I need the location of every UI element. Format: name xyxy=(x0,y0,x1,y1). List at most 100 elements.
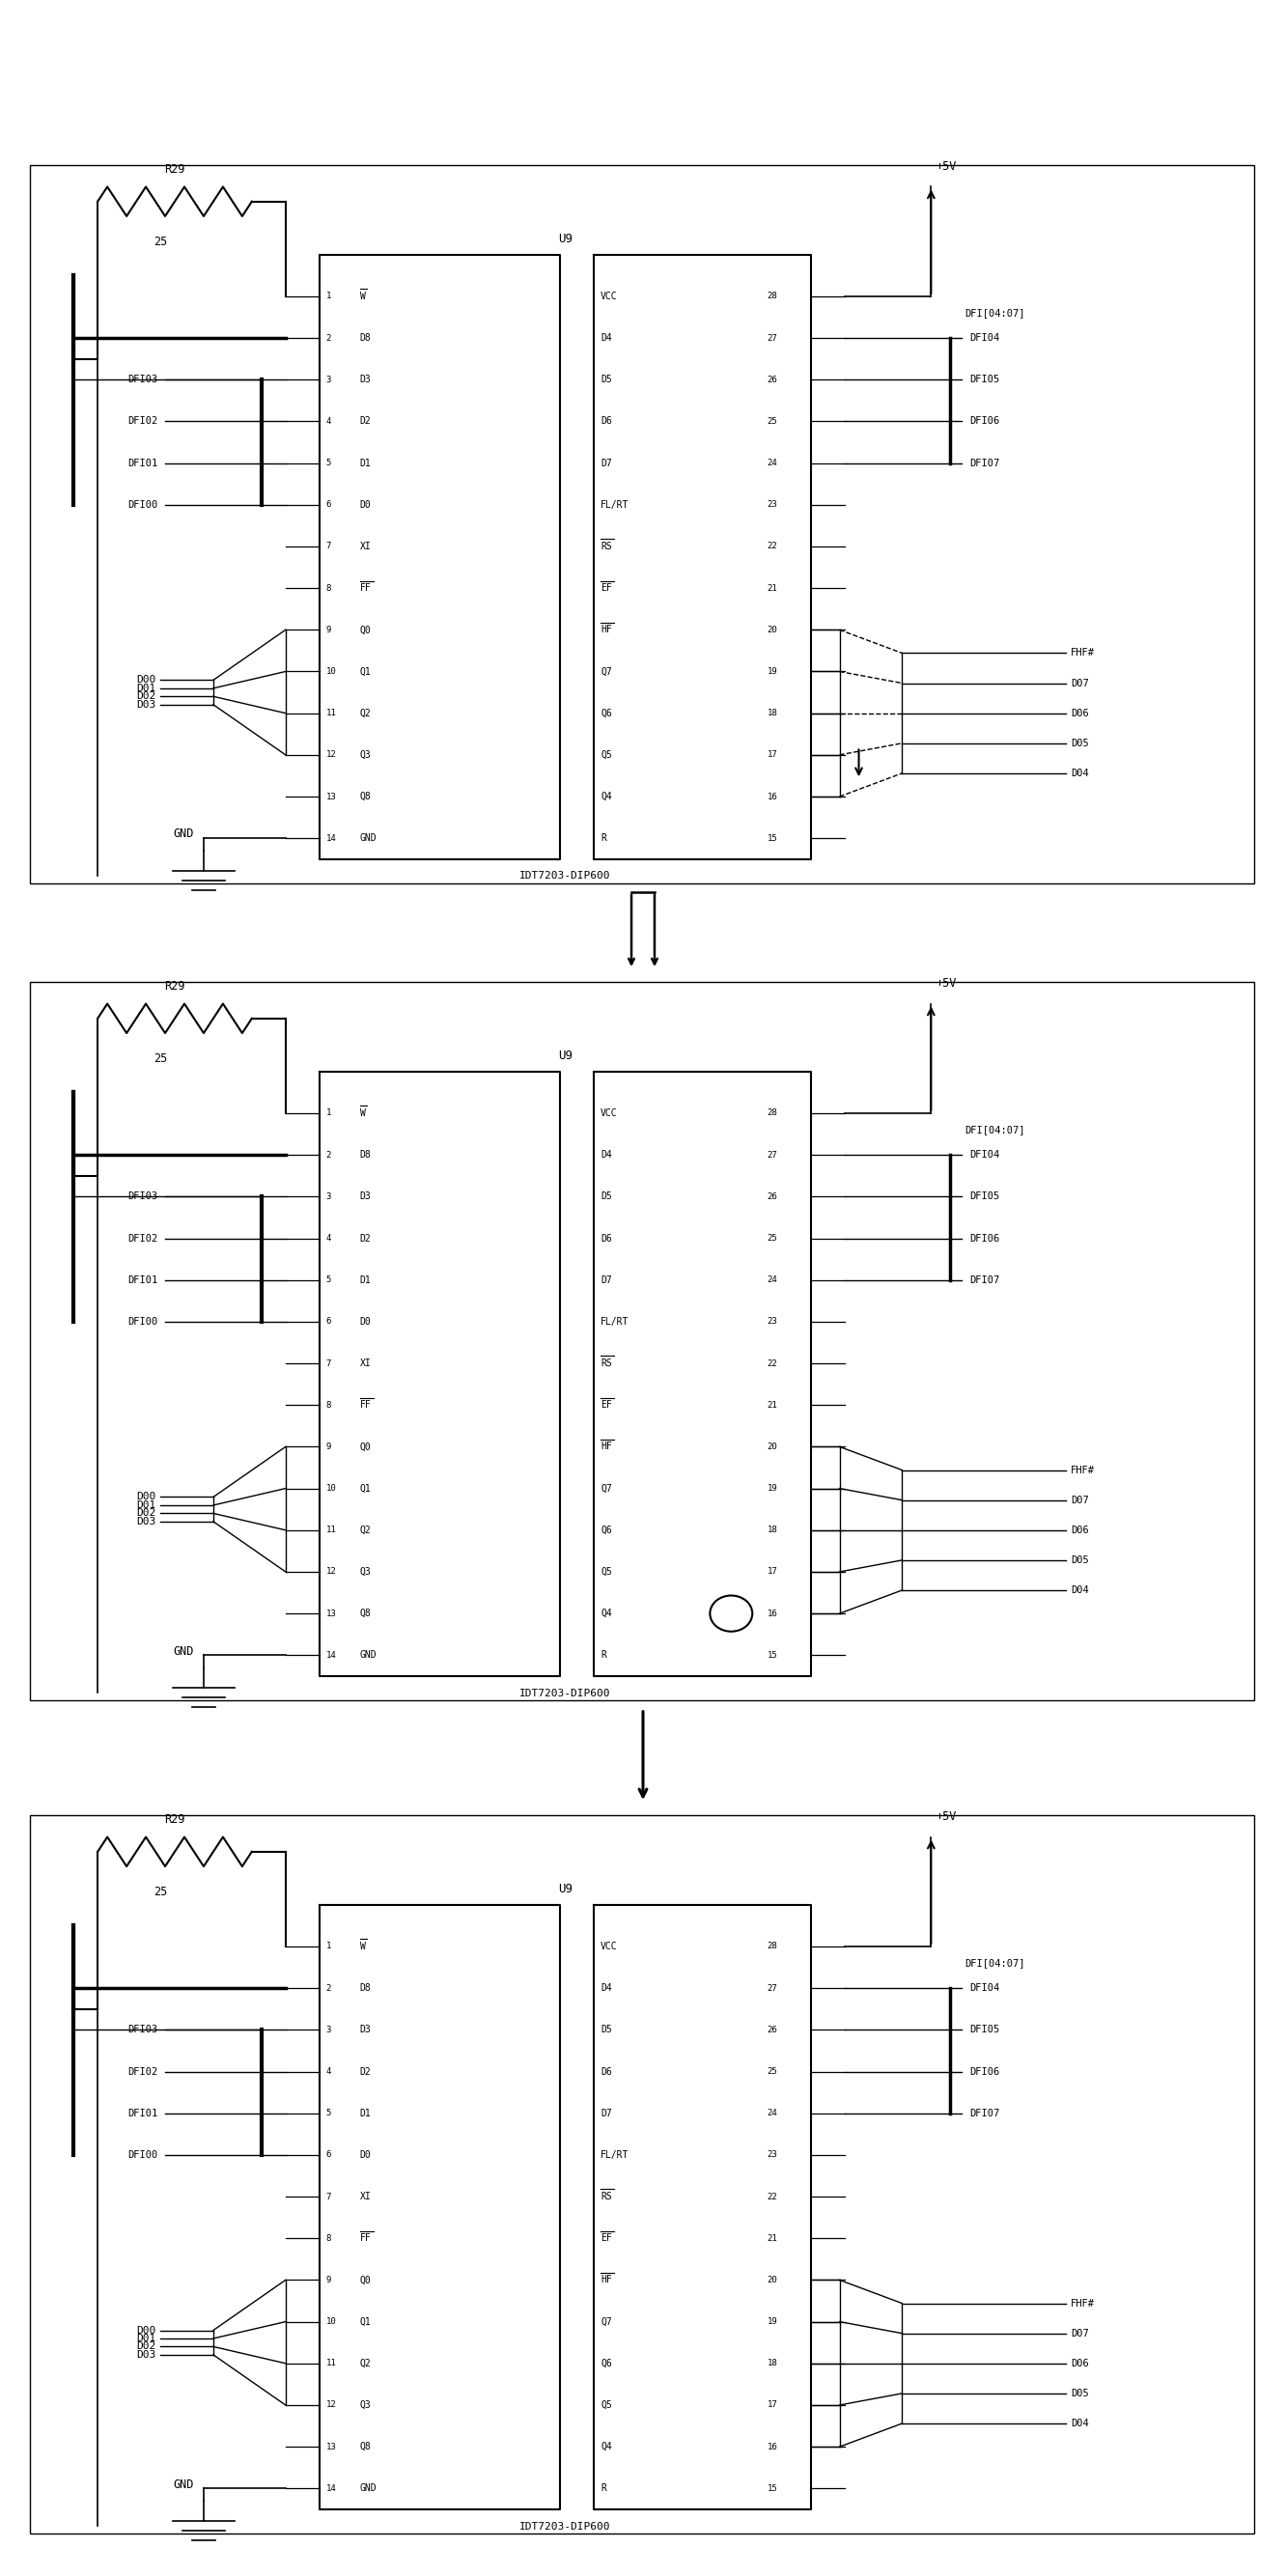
Text: D4: D4 xyxy=(601,1149,612,1159)
Text: 16: 16 xyxy=(768,2442,778,2452)
Text: 27: 27 xyxy=(768,335,778,343)
Text: VCC: VCC xyxy=(601,1108,617,1118)
Text: 10: 10 xyxy=(327,1484,337,1492)
Text: D4: D4 xyxy=(601,332,612,343)
Text: 28: 28 xyxy=(768,291,778,301)
Text: 20: 20 xyxy=(768,626,778,634)
Text: Q5: Q5 xyxy=(601,2401,612,2411)
Text: Q0: Q0 xyxy=(360,626,372,634)
Text: DFI03: DFI03 xyxy=(127,1193,157,1200)
Text: +5V: +5V xyxy=(936,976,957,989)
Text: DFI05: DFI05 xyxy=(970,1193,999,1200)
Text: FF: FF xyxy=(360,582,372,592)
Text: D1: D1 xyxy=(360,459,372,469)
Text: Q8: Q8 xyxy=(360,1607,372,1618)
Text: Q1: Q1 xyxy=(360,667,372,677)
Text: GND: GND xyxy=(174,1646,194,1656)
Text: D05: D05 xyxy=(1071,1556,1089,1566)
Text: 16: 16 xyxy=(768,793,778,801)
Text: 24: 24 xyxy=(768,1275,778,1285)
Text: DFI06: DFI06 xyxy=(970,2066,999,2076)
Text: 27: 27 xyxy=(768,1151,778,1159)
Text: DFI04: DFI04 xyxy=(970,332,999,343)
Text: DFI07: DFI07 xyxy=(970,1275,999,1285)
Text: HF: HF xyxy=(601,1443,612,1450)
Text: GND: GND xyxy=(174,2478,194,2491)
Text: DFI05: DFI05 xyxy=(970,2025,999,2035)
Text: HF: HF xyxy=(601,626,612,634)
Text: DFI02: DFI02 xyxy=(127,417,157,425)
Text: D03: D03 xyxy=(136,2349,156,2360)
Text: IDT7203-DIP600: IDT7203-DIP600 xyxy=(520,1687,611,1698)
Text: D07: D07 xyxy=(1071,2329,1089,2339)
Text: 24: 24 xyxy=(768,2110,778,2117)
Text: 8: 8 xyxy=(327,2233,332,2244)
Text: 7: 7 xyxy=(327,1360,332,1368)
Text: Q2: Q2 xyxy=(360,708,372,719)
Text: DFI04: DFI04 xyxy=(970,1984,999,1994)
Text: D0: D0 xyxy=(360,1316,372,1327)
Text: 12: 12 xyxy=(327,1566,337,1577)
Text: D04: D04 xyxy=(1071,1584,1089,1595)
Text: D06: D06 xyxy=(1071,1525,1089,1535)
Text: 9: 9 xyxy=(327,2275,332,2285)
Text: 25: 25 xyxy=(153,1886,167,1899)
Text: Q7: Q7 xyxy=(601,2316,612,2326)
Text: 23: 23 xyxy=(768,500,778,510)
Text: 6: 6 xyxy=(327,2151,332,2159)
Text: D01: D01 xyxy=(136,683,156,693)
Text: W: W xyxy=(360,291,365,301)
Text: Q3: Q3 xyxy=(360,1566,372,1577)
Text: 4: 4 xyxy=(327,2066,332,2076)
Text: D7: D7 xyxy=(601,2107,612,2117)
Text: 25: 25 xyxy=(153,1054,167,1066)
Text: D03: D03 xyxy=(136,701,156,708)
Text: D04: D04 xyxy=(1071,768,1089,778)
Text: DFI02: DFI02 xyxy=(127,1234,157,1244)
Text: Q3: Q3 xyxy=(360,2401,372,2411)
Text: Q8: Q8 xyxy=(360,791,372,801)
Text: R29: R29 xyxy=(165,162,185,175)
Text: Q5: Q5 xyxy=(601,1566,612,1577)
Text: D8: D8 xyxy=(360,1149,372,1159)
Text: U9: U9 xyxy=(558,1883,572,1896)
Text: EF: EF xyxy=(601,1401,612,1409)
Text: Q6: Q6 xyxy=(601,2360,612,2367)
Text: 15: 15 xyxy=(768,835,778,842)
Text: D3: D3 xyxy=(360,376,372,384)
Text: 1: 1 xyxy=(327,1108,332,1118)
Text: D6: D6 xyxy=(601,417,612,425)
Text: 18: 18 xyxy=(768,708,778,719)
Text: 24: 24 xyxy=(768,459,778,466)
Text: D06: D06 xyxy=(1071,708,1089,719)
Text: W: W xyxy=(360,1942,365,1950)
Text: 13: 13 xyxy=(327,1610,337,1618)
Text: 13: 13 xyxy=(327,793,337,801)
Text: 9: 9 xyxy=(327,1443,332,1450)
Text: D4: D4 xyxy=(601,1984,612,1994)
Text: D3: D3 xyxy=(360,1193,372,1200)
Text: DFI07: DFI07 xyxy=(970,2107,999,2117)
Bar xyxy=(31,981,1254,1700)
Text: 9: 9 xyxy=(327,626,332,634)
Text: 11: 11 xyxy=(327,2360,337,2367)
Text: EF: EF xyxy=(601,582,612,592)
Text: 13: 13 xyxy=(327,2442,337,2452)
Text: R29: R29 xyxy=(165,979,185,992)
Text: DFI05: DFI05 xyxy=(970,376,999,384)
Text: DFI04: DFI04 xyxy=(970,1149,999,1159)
Text: DFI[04:07]: DFI[04:07] xyxy=(964,1126,1025,1133)
Text: 14: 14 xyxy=(327,1651,337,1659)
Text: VCC: VCC xyxy=(601,1942,617,1950)
Text: Q4: Q4 xyxy=(601,2442,612,2452)
Text: 15: 15 xyxy=(768,2483,778,2494)
Text: D7: D7 xyxy=(601,459,612,469)
Text: 22: 22 xyxy=(768,1360,778,1368)
Text: XI: XI xyxy=(360,2192,372,2202)
Text: DFI01: DFI01 xyxy=(127,459,157,469)
Text: GND: GND xyxy=(360,835,377,842)
Text: D07: D07 xyxy=(1071,677,1089,688)
Text: D05: D05 xyxy=(1071,2388,1089,2398)
Text: DFI01: DFI01 xyxy=(127,2107,157,2117)
Text: XI: XI xyxy=(360,541,372,551)
